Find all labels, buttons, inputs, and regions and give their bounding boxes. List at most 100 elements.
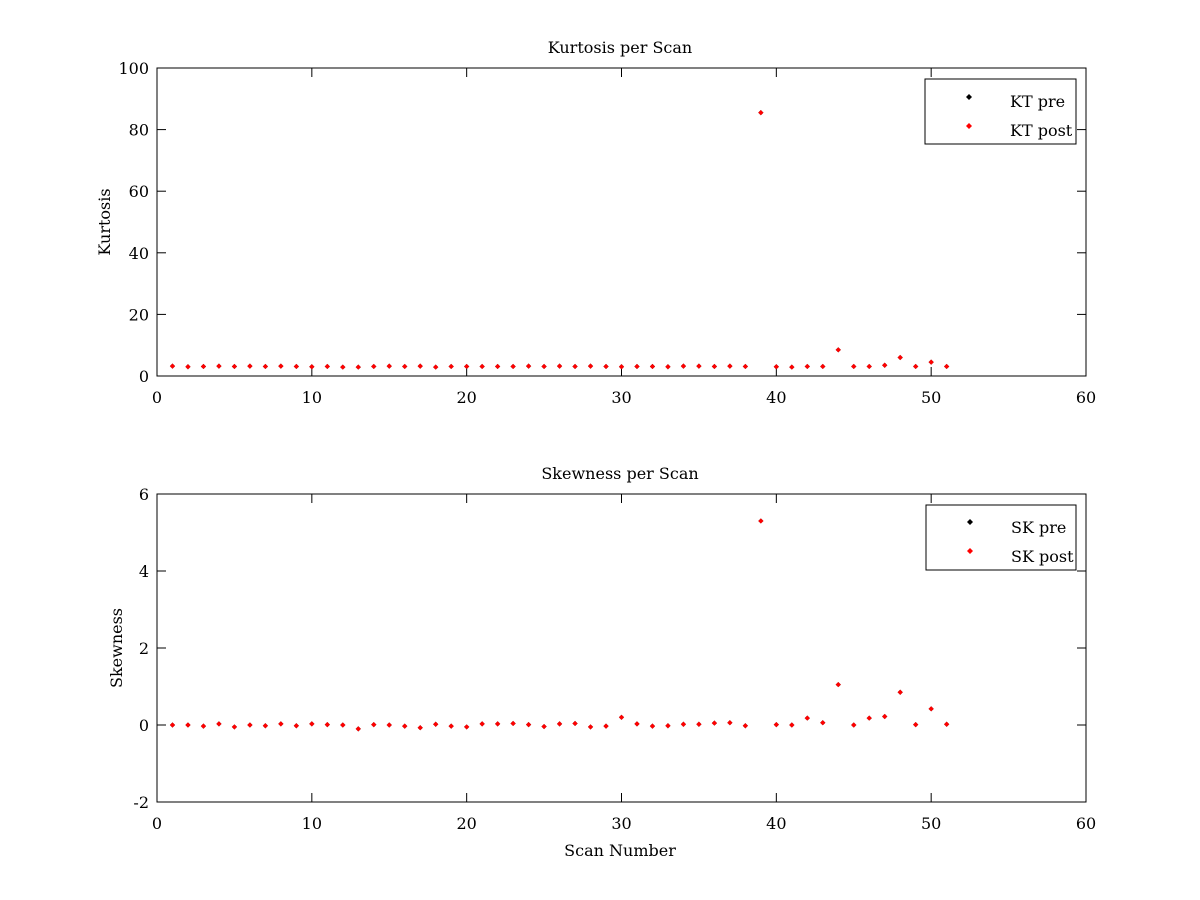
data-point-series-1 <box>402 363 408 370</box>
data-point-series-1 <box>680 363 687 369</box>
data-point-series-1 <box>448 363 454 370</box>
data-point-series-1 <box>897 354 903 361</box>
y-tick-label: 4 <box>139 562 149 581</box>
data-point-series-1 <box>402 723 408 729</box>
legend-box <box>924 78 1077 145</box>
data-point-series-1 <box>634 721 640 727</box>
data-point-series-1 <box>293 363 299 370</box>
data-point-series-1 <box>572 720 578 727</box>
x-tick-label: 20 <box>456 814 476 833</box>
data-point-series-1 <box>262 723 268 729</box>
data-point-series-1 <box>882 362 888 368</box>
data-point-series-1 <box>371 363 377 370</box>
data-point-series-1 <box>618 364 625 370</box>
data-point-series-1 <box>495 721 501 727</box>
data-point-series-1 <box>665 364 671 370</box>
kurtosis-plot: Kurtosis per Scan Kurtosis 0 10 20 30 40 50 60… <box>95 38 1096 407</box>
data-point-series-1 <box>324 722 330 728</box>
y-axis-label: Kurtosis <box>95 188 114 255</box>
data-point-series-1 <box>541 363 547 370</box>
data-point-series-1 <box>851 722 857 728</box>
data-point-series-1 <box>371 722 377 728</box>
data-point-series-1 <box>185 364 191 370</box>
data-point-series-1 <box>742 723 748 729</box>
data-point-series-1 <box>603 363 609 370</box>
data-point-series-1 <box>897 689 903 695</box>
data-point-series-1 <box>572 363 578 370</box>
x-tick-label: 40 <box>766 388 786 407</box>
x-tick-label: 30 <box>611 388 631 407</box>
data-point-series-1 <box>587 363 594 369</box>
data-point-series-1 <box>851 363 857 370</box>
y-tick-label: 80 <box>129 121 149 140</box>
axes-frame <box>156 493 1087 803</box>
data-point-series-1 <box>913 363 919 370</box>
data-point-series-1 <box>603 723 609 729</box>
data-point-series-1 <box>696 363 702 369</box>
data-point-series-1 <box>742 363 748 370</box>
data-point-series-1 <box>665 723 671 729</box>
data-point-series-1 <box>309 721 315 727</box>
data-point-series-1 <box>758 110 764 116</box>
data-point-series-1 <box>417 363 423 369</box>
y-tick-label: 40 <box>129 244 149 263</box>
data-point-series-1 <box>433 364 439 370</box>
data-point-series-1 <box>495 363 501 370</box>
data-point-series-1 <box>804 715 810 721</box>
x-tick-label: 50 <box>921 388 941 407</box>
legend-label-kt-post: KT post <box>1010 121 1073 140</box>
data-point-series-1 <box>789 364 795 370</box>
y-tick-label: 0 <box>139 367 149 386</box>
legend-label-sk-pre: SK pre <box>1011 518 1066 537</box>
x-tick-label: 10 <box>302 814 322 833</box>
data-point-series-1 <box>309 364 315 370</box>
data-point-series-1 <box>340 364 346 370</box>
data-point-series-1 <box>773 722 779 728</box>
data-point-series-1 <box>169 722 176 728</box>
data-point-series-1 <box>711 720 717 726</box>
data-point-series-1 <box>804 363 810 370</box>
data-point-series-1 <box>526 363 532 369</box>
data-point-series-1 <box>680 721 687 727</box>
data-point-series-1 <box>355 726 361 732</box>
data-point-series-1 <box>820 363 826 370</box>
data-point-series-1 <box>928 359 934 365</box>
data-point-series-1 <box>247 363 253 369</box>
y-tick-label: 6 <box>139 485 149 504</box>
legend: SK pre SK post <box>925 504 1077 571</box>
data-point-series-1 <box>556 721 563 727</box>
y-tick-label: -2 <box>133 793 149 812</box>
data-point-series-1 <box>758 518 764 524</box>
data-point-series-1 <box>835 681 841 688</box>
data-point-series-1 <box>882 713 888 720</box>
x-tick-label: 60 <box>1076 814 1096 833</box>
data-point-series-1 <box>944 721 950 727</box>
data-point-series-1 <box>247 722 253 728</box>
data-point-series-1 <box>944 363 950 370</box>
y-tick-label: 100 <box>118 59 149 78</box>
data-point-series-1 <box>928 706 934 712</box>
x-axis-label: Scan Number <box>564 841 676 860</box>
data-point-series-1 <box>696 721 702 727</box>
data-point-series-1 <box>789 722 795 728</box>
data-point-series-1 <box>185 722 191 728</box>
data-point-series-1 <box>618 714 625 720</box>
data-point-series-1 <box>386 722 392 728</box>
x-tick-label: 0 <box>152 814 162 833</box>
data-point-series-1 <box>526 722 532 728</box>
data-point-series-1 <box>231 724 238 730</box>
x-tick-label: 10 <box>302 388 322 407</box>
data-point-series-1 <box>417 725 423 731</box>
data-point-series-1 <box>200 363 207 370</box>
legend-label-sk-post: SK post <box>1011 547 1074 566</box>
data-point-series-1 <box>866 715 872 721</box>
x-tick-label: 50 <box>921 814 941 833</box>
axes-frame <box>156 67 1087 377</box>
data-point-series-1 <box>773 364 779 370</box>
data-point-series-1 <box>340 722 346 728</box>
data-point-series-1 <box>293 723 299 729</box>
data-point-series-1 <box>711 363 717 370</box>
